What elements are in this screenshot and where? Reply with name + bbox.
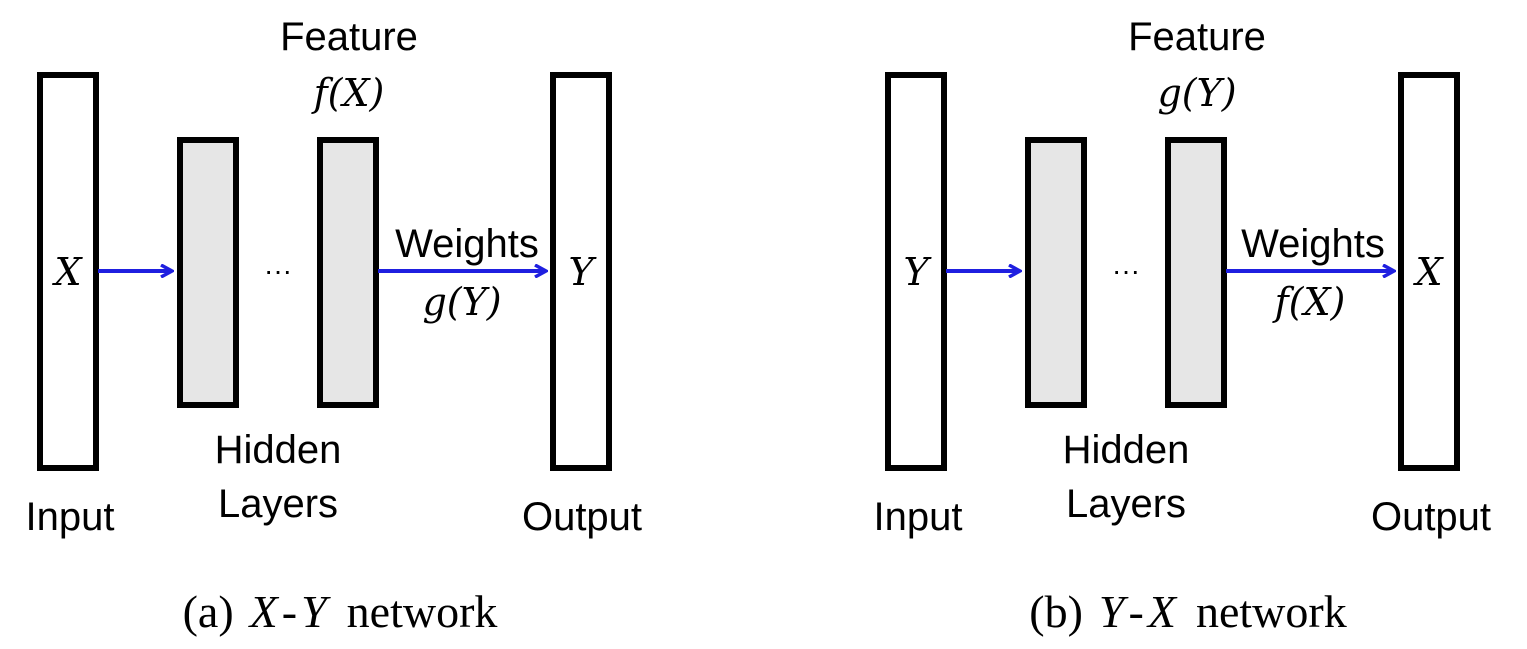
output-layer-box [550,72,612,471]
caption-prefix: (a) [183,586,234,637]
hidden-layers-label-line1: Hidden [215,428,342,472]
hidden-dots: ··· [264,255,292,286]
hidden-layer-box-2 [1165,137,1227,408]
feature-math: g(Y) [1157,71,1236,115]
hidden-layer-box-2 [317,137,379,408]
feature-label: Feature [280,15,418,59]
hidden-layer-box-1 [1025,137,1087,408]
output-layer-box [1398,72,1460,471]
caption-dash: - [1129,586,1144,637]
panel-caption: (a) X - Y network [183,586,498,637]
panel-caption: (b) Y - X network [1029,586,1346,637]
input-label: Input [874,495,963,539]
caption-suffix: network [347,586,498,637]
caption-var-2: X [1146,586,1178,637]
feature-label: Feature [1128,15,1266,59]
caption-var-1: X [248,586,280,637]
hidden-layers-label-line1: Hidden [1063,428,1190,472]
output-label: Output [1371,495,1491,539]
caption-var-2: Y [301,586,331,637]
hidden-layers-label-line2: Layers [218,482,338,526]
hidden-layer-box-1 [177,137,239,408]
caption-dash: - [282,586,297,637]
panel-a: Feature f(X) X ··· Weights g(Y) Y Hidden… [26,15,643,637]
input-label: Input [26,495,115,539]
caption-var-1: Y [1099,586,1129,637]
hidden-dots: ··· [1112,255,1140,286]
weights-math: g(Y) [422,280,501,324]
caption-prefix: (b) [1029,586,1083,637]
input-variable: X [51,250,83,294]
weights-label: Weights [395,222,539,266]
hidden-layers-label-line2: Layers [1066,482,1186,526]
output-variable: X [1412,250,1444,294]
weights-math: f(X) [1272,280,1346,324]
input-variable: Y [903,250,932,294]
input-layer-box [37,72,99,471]
weights-label: Weights [1241,222,1385,266]
output-label: Output [522,495,642,539]
caption-suffix: network [1196,586,1347,637]
panel-b: Feature g(Y) Y ··· Weights f(X) X Hidden… [874,15,1492,637]
input-layer-box [885,72,947,471]
output-variable: Y [568,250,597,294]
feature-math: f(X) [311,71,385,115]
